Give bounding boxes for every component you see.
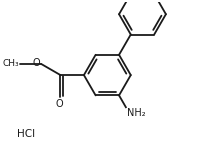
Text: O: O [33, 58, 40, 68]
Text: HCl: HCl [17, 129, 35, 139]
Text: CH₃: CH₃ [2, 59, 19, 68]
Text: O: O [55, 99, 63, 109]
Text: NH₂: NH₂ [126, 108, 145, 118]
